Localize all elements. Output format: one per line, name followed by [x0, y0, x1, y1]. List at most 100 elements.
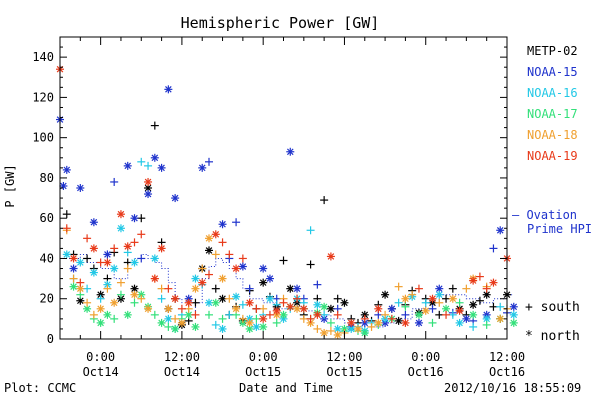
data-point-3 — [150, 310, 159, 319]
data-point-2 — [320, 310, 329, 319]
legend-entry: NOAA-15 — [527, 65, 578, 79]
data-point-4 — [401, 294, 410, 303]
data-point-1 — [313, 280, 322, 289]
data-point-5 — [116, 210, 125, 219]
y-tick-label: 20 — [40, 292, 54, 306]
data-point-4 — [496, 314, 505, 323]
data-point-2 — [469, 322, 478, 331]
y-tick-label: 60 — [40, 211, 54, 225]
data-point-1 — [320, 314, 329, 323]
data-point-3 — [110, 314, 119, 323]
data-point-5 — [286, 302, 295, 311]
data-point-3 — [252, 314, 261, 323]
data-point-5 — [205, 270, 213, 279]
x-tick-date-label: Oct14 — [164, 365, 200, 379]
data-point-2 — [306, 226, 315, 235]
data-point-5 — [475, 272, 484, 281]
data-point-5 — [83, 234, 92, 243]
data-point-4 — [116, 278, 125, 287]
data-point-5 — [89, 244, 98, 253]
legend-marker-south: + south — [525, 300, 580, 315]
data-point-3 — [509, 318, 518, 327]
x-tick-date-label: Oct16 — [408, 365, 444, 379]
data-point-1 — [164, 85, 173, 94]
data-point-4 — [394, 282, 403, 291]
data-point-5 — [184, 298, 193, 307]
data-point-5 — [130, 238, 139, 247]
data-point-2 — [191, 274, 200, 283]
y-axis-label: P [GW] — [3, 164, 17, 207]
data-point-5 — [259, 314, 268, 323]
data-point-3 — [428, 318, 437, 327]
data-point-1 — [414, 318, 423, 327]
data-point-3 — [171, 324, 180, 333]
data-point-5 — [232, 264, 241, 273]
data-point-4 — [381, 310, 390, 319]
data-point-1 — [265, 274, 274, 283]
data-point-5 — [245, 298, 254, 307]
data-point-0 — [320, 196, 329, 205]
data-point-4 — [123, 264, 132, 273]
legend-entry: NOAA-17 — [527, 107, 578, 121]
data-point-3 — [157, 318, 166, 327]
data-point-3 — [320, 302, 329, 311]
data-point-0 — [448, 284, 457, 293]
data-point-3 — [360, 328, 369, 337]
data-point-5 — [69, 254, 78, 263]
footer-left: Plot: CCMC — [4, 381, 76, 395]
y-tick-label: 100 — [32, 131, 54, 145]
data-point-4 — [354, 324, 362, 333]
data-point-5 — [442, 310, 451, 319]
y-tick-label: 80 — [40, 171, 54, 185]
data-point-5 — [347, 318, 356, 327]
data-point-4 — [69, 274, 78, 283]
data-point-1 — [286, 147, 295, 156]
data-point-3 — [469, 310, 478, 319]
data-point-1 — [428, 304, 437, 313]
data-point-4 — [421, 306, 430, 315]
data-point-5 — [238, 254, 247, 263]
data-point-1 — [489, 244, 498, 253]
data-point-5 — [198, 278, 207, 287]
data-point-2 — [150, 254, 159, 263]
data-point-3 — [238, 318, 247, 327]
data-point-5 — [360, 314, 369, 323]
data-point-3 — [69, 282, 78, 291]
data-point-4 — [238, 314, 247, 323]
data-point-2 — [225, 310, 234, 319]
data-point-1 — [76, 184, 85, 192]
data-point-5 — [150, 274, 159, 283]
data-point-4 — [211, 250, 220, 259]
data-point-3 — [279, 310, 288, 319]
data-point-4 — [171, 314, 180, 323]
data-point-4 — [83, 298, 92, 307]
data-point-1 — [218, 220, 227, 229]
data-point-4 — [218, 274, 227, 283]
data-point-5 — [157, 244, 166, 253]
data-point-3 — [123, 310, 132, 319]
data-point-5 — [401, 318, 410, 327]
data-point-5 — [171, 294, 180, 303]
data-point-4 — [137, 294, 146, 303]
data-point-5 — [469, 276, 478, 285]
data-point-2 — [252, 322, 261, 331]
data-point-1 — [130, 214, 139, 223]
data-point-5 — [306, 314, 315, 323]
data-point-3 — [164, 322, 173, 331]
data-point-3 — [191, 322, 200, 331]
data-point-5 — [374, 304, 383, 313]
data-point-0 — [475, 296, 484, 305]
data-point-5 — [489, 278, 498, 287]
data-point-0 — [191, 298, 200, 307]
data-point-1 — [144, 190, 153, 199]
data-point-5 — [387, 314, 396, 323]
x-tick-time-label: 0:00 — [249, 350, 278, 364]
data-point-2 — [232, 292, 241, 301]
data-point-0 — [333, 294, 342, 303]
data-point-5 — [110, 244, 119, 253]
data-point-5 — [333, 310, 342, 319]
data-point-2 — [62, 250, 71, 259]
data-point-2 — [496, 302, 505, 311]
data-point-2 — [455, 318, 464, 327]
data-point-2 — [103, 280, 112, 289]
